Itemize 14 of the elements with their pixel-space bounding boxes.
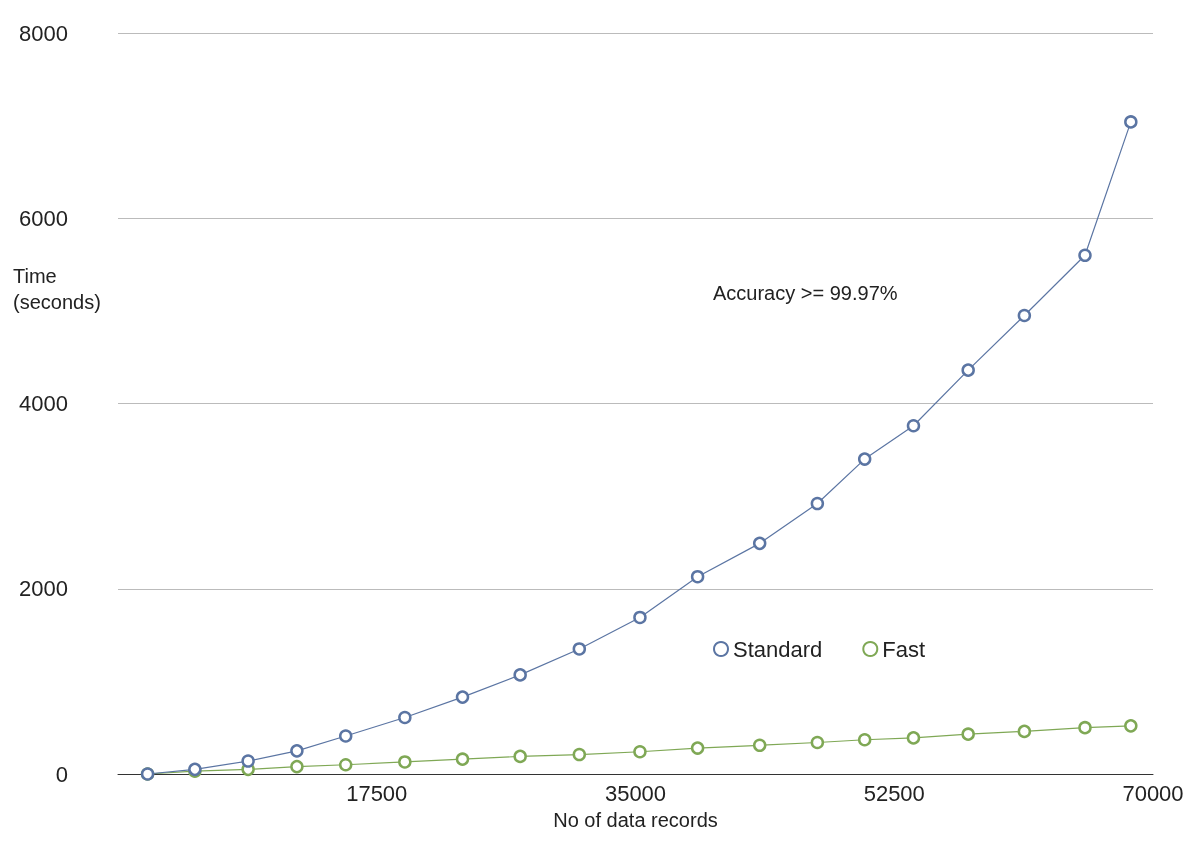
y-tick-label: 0 xyxy=(55,761,68,787)
y-tick-label: 8000 xyxy=(19,20,68,46)
annotation: Accuracy >= 99.97% xyxy=(713,282,898,304)
legend-label: Standard xyxy=(733,636,823,662)
legend-label: Fast xyxy=(882,636,926,662)
y-tick-label: 6000 xyxy=(19,205,68,231)
x-tick-label: 52500 xyxy=(863,780,925,806)
y-axis-title: Time (seconds) xyxy=(13,265,101,313)
y-tick-label: 2000 xyxy=(19,576,68,602)
y-tick-label: 4000 xyxy=(19,391,68,416)
x-tick-label: 17500 xyxy=(346,780,408,806)
x-axis-title: No of data records xyxy=(553,809,718,831)
x-tick-label: 35000 xyxy=(604,780,667,806)
x-tick-label: 70000 xyxy=(1122,780,1184,806)
